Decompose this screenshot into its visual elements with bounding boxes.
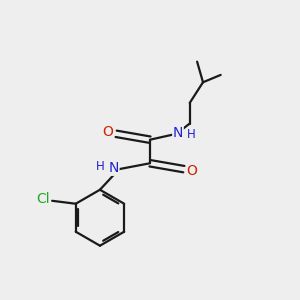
- Text: N: N: [173, 126, 183, 140]
- Text: O: O: [103, 125, 113, 139]
- Text: H: H: [187, 128, 196, 141]
- Text: Cl: Cl: [37, 192, 50, 206]
- Text: O: O: [187, 164, 197, 178]
- Text: N: N: [109, 161, 119, 175]
- Text: H: H: [96, 160, 104, 173]
